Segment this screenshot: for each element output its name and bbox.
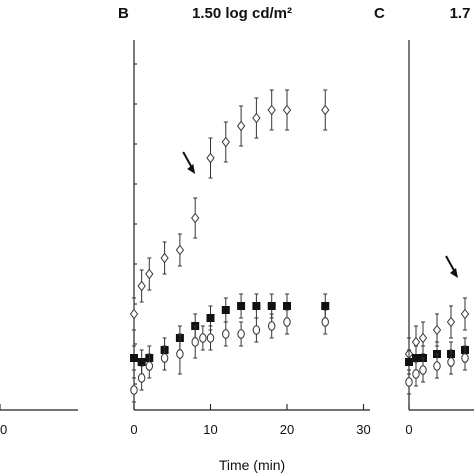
- data-point-open-diamond: [191, 212, 200, 224]
- panel-letter: C: [374, 5, 385, 22]
- data-point-open-circle: [237, 329, 245, 339]
- data-point-open-circle: [176, 349, 184, 359]
- data-point-open-diamond: [321, 104, 330, 116]
- data-point-open-diamond: [460, 308, 470, 320]
- data-point-open-diamond: [432, 324, 442, 336]
- data-point-open-diamond: [446, 316, 456, 328]
- data-point-open-circle: [447, 357, 455, 367]
- data-point-filled-square: [252, 302, 261, 310]
- data-point-open-circle: [461, 353, 469, 363]
- data-point-filled-square: [130, 354, 138, 362]
- data-point-open-diamond: [267, 104, 276, 116]
- data-point-filled-square: [237, 302, 246, 310]
- x-axis-label: Time (min): [219, 457, 285, 473]
- data-point-open-circle: [283, 317, 291, 327]
- data-point-open-diamond: [129, 308, 139, 320]
- data-point-open-circle: [222, 329, 230, 339]
- annotation-arrowhead: [450, 268, 458, 278]
- x-tick-label: 30: [0, 422, 7, 437]
- data-point-open-diamond: [160, 252, 169, 264]
- data-point-filled-square: [137, 358, 146, 366]
- data-point-open-diamond: [206, 152, 215, 164]
- data-point-open-circle: [206, 333, 215, 343]
- data-point-open-circle: [191, 337, 199, 347]
- x-tick-label: 20: [280, 422, 294, 437]
- data-point-open-circle: [252, 325, 261, 335]
- data-point-open-diamond: [282, 104, 292, 116]
- data-point-open-circle: [412, 369, 420, 379]
- panel-letter: B: [118, 5, 129, 22]
- data-point-filled-square: [412, 354, 420, 362]
- data-point-open-circle: [137, 373, 146, 383]
- data-point-open-circle: [160, 353, 169, 363]
- data-point-open-circle: [321, 317, 329, 327]
- data-point-open-diamond: [221, 136, 230, 148]
- panel-title: 1.50 log cd/m²: [192, 5, 292, 22]
- data-point-filled-square: [405, 358, 413, 366]
- panel-a: 030: [0, 404, 78, 437]
- data-point-open-diamond: [418, 332, 428, 344]
- panel-b: 0 10 20 30 B 1.50 log cd/m²: [118, 5, 371, 437]
- data-point-filled-square: [321, 302, 330, 310]
- data-point-open-circle: [433, 361, 441, 371]
- data-point-open-diamond: [175, 244, 185, 256]
- annotation-arrowhead: [187, 164, 196, 174]
- data-point-open-diamond: [137, 280, 146, 292]
- data-point-filled-square: [221, 306, 230, 314]
- data-point-open-diamond: [411, 336, 421, 348]
- data-point-open-circle: [145, 361, 154, 371]
- data-point-open-circle: [199, 333, 207, 343]
- x-tick-label: 0: [405, 422, 412, 437]
- data-point-open-circle: [268, 321, 276, 331]
- data-point-open-circle: [419, 365, 427, 375]
- data-point-filled-square: [283, 302, 291, 310]
- x-tick-label: 0: [130, 422, 137, 437]
- data-point-open-diamond: [236, 120, 246, 132]
- data-point-open-circle: [405, 377, 413, 387]
- panel-title: 1.7: [450, 5, 471, 22]
- x-tick-label: 30: [356, 422, 370, 437]
- data-point-open-diamond: [252, 112, 261, 124]
- x-tick-label: 10: [203, 422, 217, 437]
- data-point-open-circle: [130, 385, 138, 395]
- data-point-open-diamond: [145, 268, 154, 280]
- data-point-filled-square: [206, 314, 215, 322]
- data-point-filled-square: [267, 302, 276, 310]
- panel-c: 0 C 1.7: [374, 5, 474, 437]
